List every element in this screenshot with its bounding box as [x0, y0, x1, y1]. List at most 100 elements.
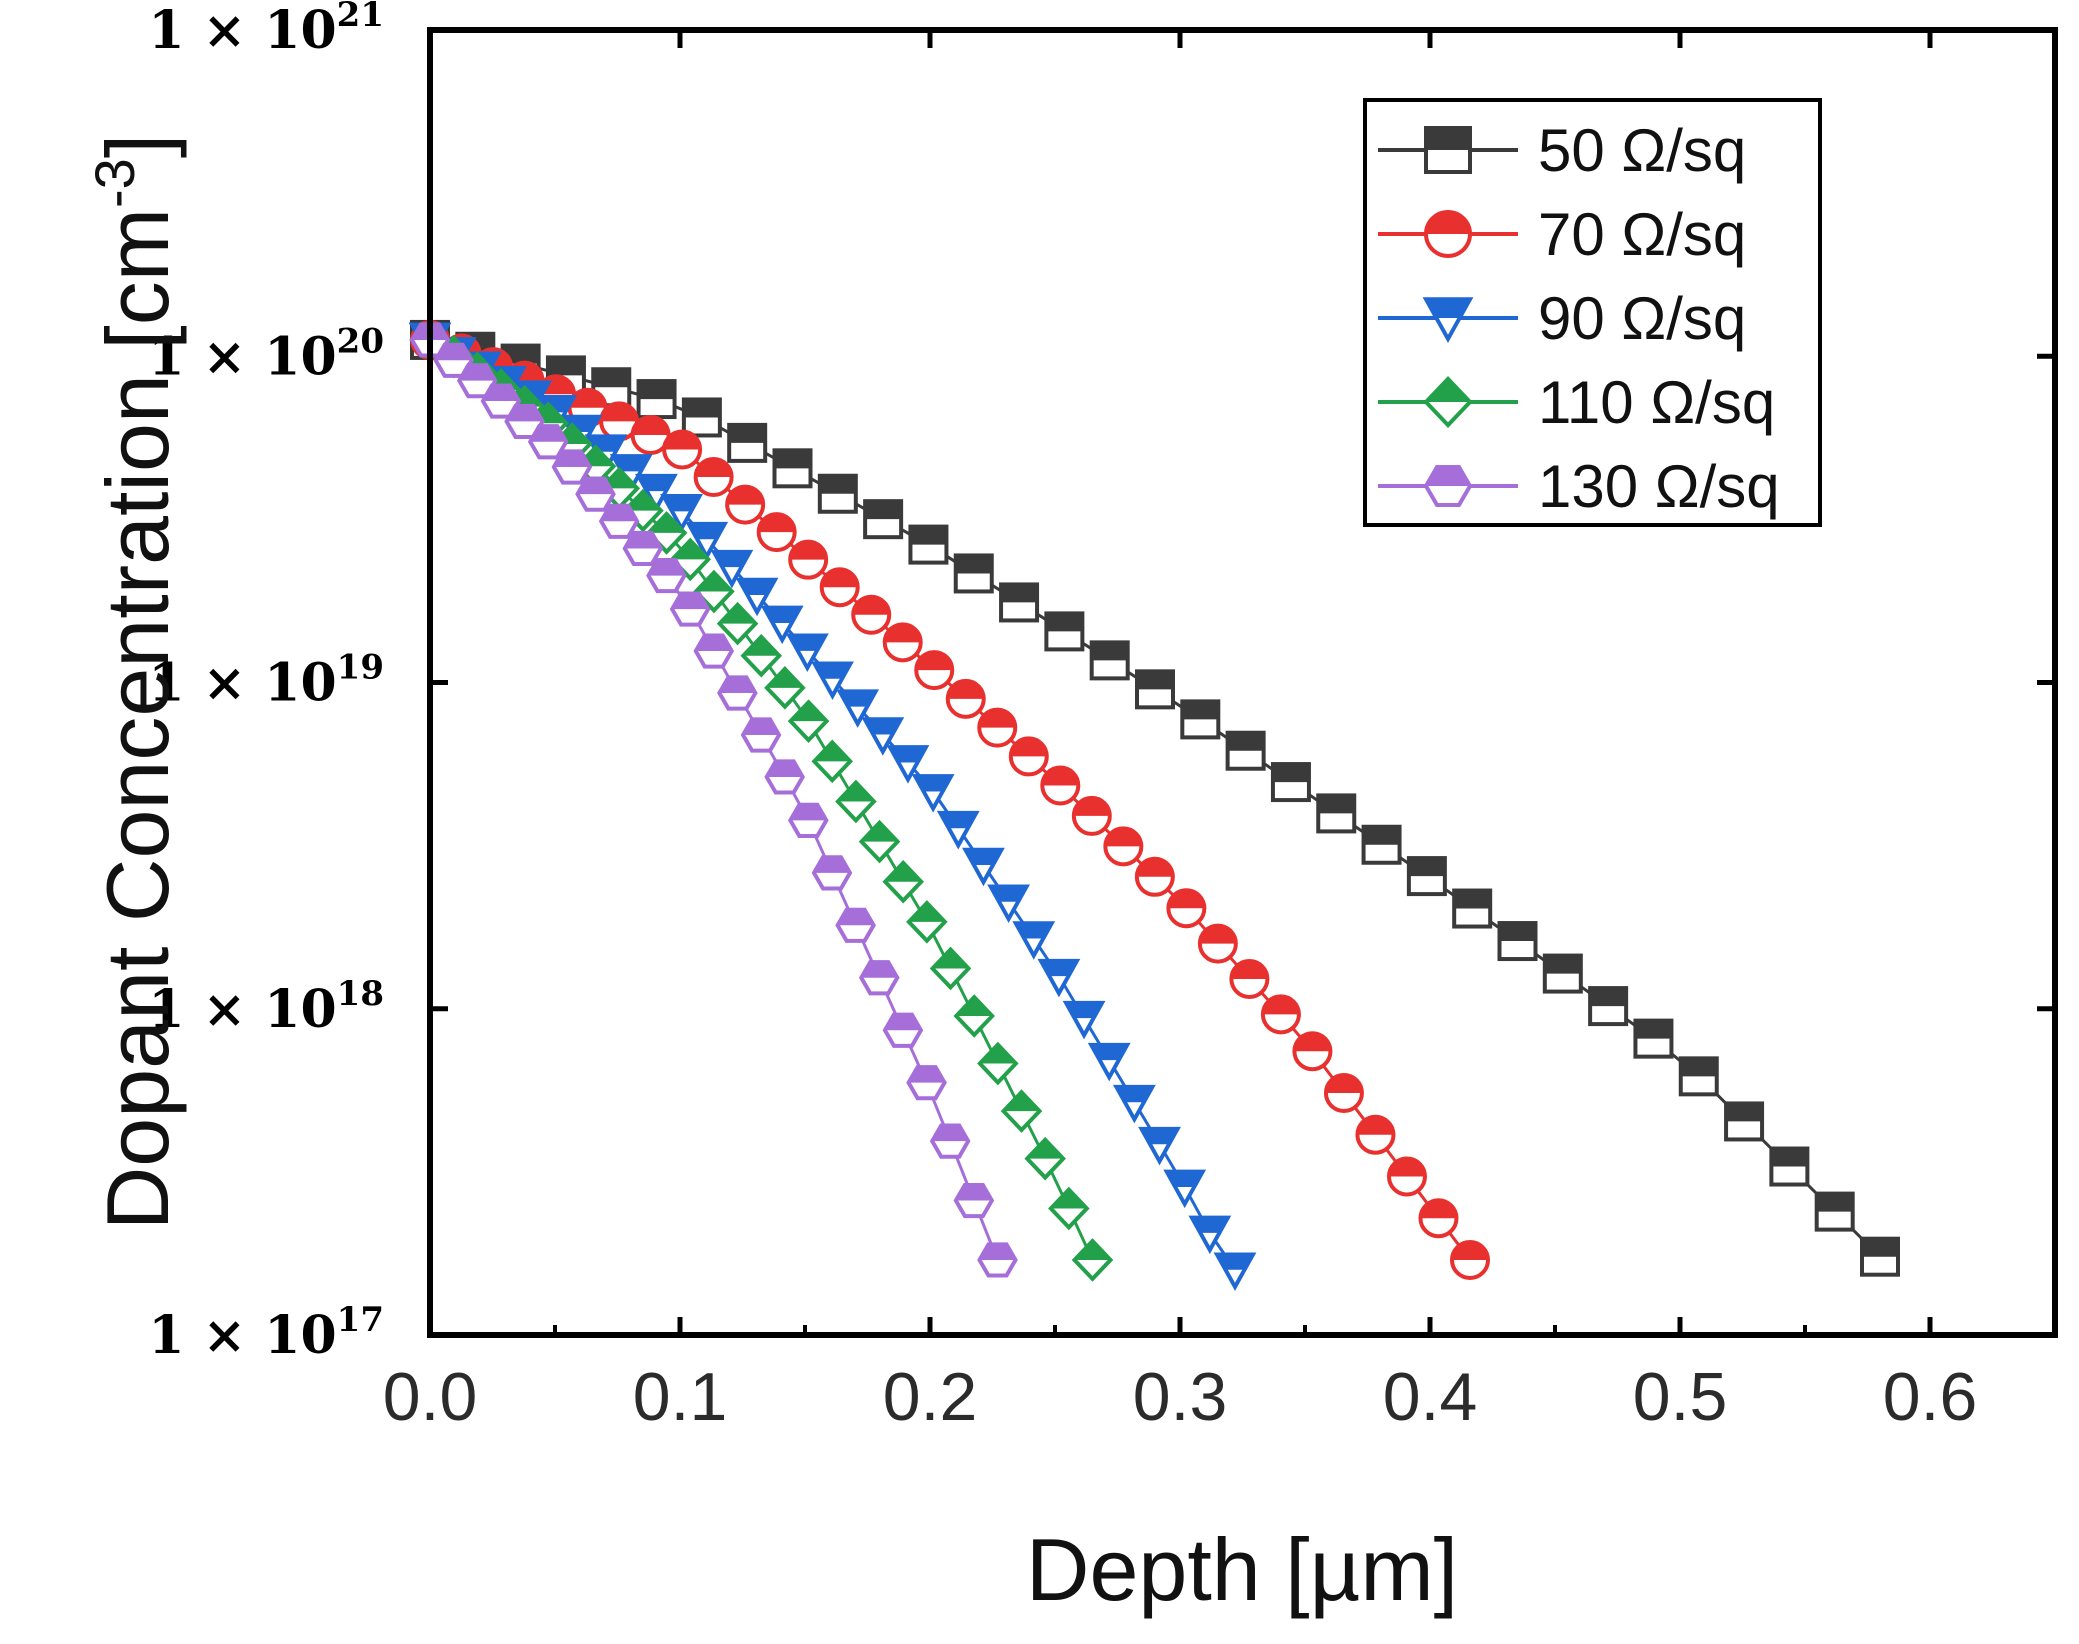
data-point [819, 567, 860, 608]
data-point [1423, 464, 1473, 508]
y-tick-base: 1 × 10 [148, 653, 336, 714]
data-point [764, 759, 805, 795]
data-point [936, 810, 980, 850]
data-point [882, 859, 924, 904]
data-point [1000, 1089, 1043, 1133]
data-point [1138, 1126, 1181, 1166]
data-point [851, 594, 892, 635]
data-point [1188, 1215, 1232, 1255]
legend-label: 70 Ω/sq [1538, 201, 1746, 268]
series-layer [408, 318, 1900, 1291]
data-point [1633, 1018, 1674, 1059]
data-point [740, 633, 783, 678]
data-point [929, 1123, 971, 1159]
data-point [1197, 923, 1238, 964]
y-axis-title-main: Dopant Concentration [cm [88, 208, 187, 1230]
y-tick-base: 1 × 10 [148, 1305, 336, 1366]
data-point [1166, 888, 1207, 929]
data-point [662, 429, 703, 470]
data-point [987, 884, 1030, 923]
data-point [811, 661, 854, 700]
data-point [1134, 856, 1175, 897]
data-point [977, 707, 1018, 748]
data-point [1012, 921, 1056, 960]
data-point [1071, 1238, 1114, 1282]
data-point [1316, 793, 1357, 834]
data-point [710, 549, 754, 589]
data-point [1769, 1146, 1810, 1187]
data-point [787, 699, 830, 743]
data-point [1103, 826, 1144, 867]
x-tick-label: 0.2 [883, 1359, 978, 1435]
data-point [953, 1182, 995, 1219]
data-point [911, 774, 955, 813]
y-tick-label: 1 × 1021 [148, 0, 384, 61]
data-point [575, 476, 616, 512]
y-axis-title-close: ] [88, 134, 187, 158]
legend-label: 90 Ω/sq [1538, 285, 1746, 352]
y-tick-label: 1 × 1017 [148, 1300, 384, 1366]
data-point [772, 448, 813, 489]
data-point [1048, 1186, 1090, 1231]
y-axis-title-superscript: -3 [83, 158, 146, 208]
data-point [908, 524, 949, 565]
legend-item: 70 Ω/sq [1378, 201, 1746, 268]
series-4 [409, 322, 1018, 1278]
data-point [1860, 1236, 1900, 1277]
data-point [1542, 953, 1583, 994]
x-tick-label: 0.4 [1383, 1359, 1478, 1435]
data-point [1044, 611, 1085, 652]
data-point [740, 717, 782, 753]
data-point [646, 558, 687, 594]
legend-item: 110 Ω/sq [1378, 369, 1775, 436]
y-tick-label: 1 × 1018 [148, 974, 384, 1040]
data-point [717, 675, 758, 711]
data-point [1037, 958, 1081, 998]
data-point [1418, 1198, 1459, 1239]
data-point [756, 512, 797, 553]
data-point [882, 1012, 924, 1048]
data-point [735, 577, 779, 617]
data-point [914, 650, 955, 691]
data-point [886, 745, 930, 784]
data-point [1260, 994, 1301, 1035]
data-point [630, 414, 671, 455]
data-point [1450, 1239, 1490, 1280]
data-point [1180, 699, 1221, 740]
y-tick-label: 1 × 1020 [148, 321, 384, 387]
data-point [622, 530, 664, 567]
data-point [1112, 1084, 1156, 1124]
y-tick-label: 1 × 1019 [148, 648, 384, 714]
data-point [1087, 1042, 1131, 1082]
data-point [693, 633, 735, 669]
data-point [1040, 765, 1081, 806]
data-point [817, 473, 858, 514]
x-tick-label: 0.1 [633, 1359, 728, 1435]
data-point [929, 946, 972, 991]
y-tick-exponent: 21 [337, 0, 384, 35]
data-point [1135, 669, 1175, 710]
data-point [1024, 1136, 1066, 1181]
data-point [1424, 126, 1472, 174]
data-point [962, 847, 1005, 887]
data-point [977, 1242, 1018, 1278]
data-point [1163, 1169, 1207, 1209]
data-point [685, 521, 729, 561]
data-point [1225, 730, 1266, 771]
x-tick-label: 0.0 [383, 1359, 478, 1435]
x-tick-label: 0.5 [1633, 1359, 1728, 1435]
data-point [906, 900, 948, 944]
data-point [681, 397, 722, 438]
y-tick-base: 1 × 10 [148, 326, 336, 387]
data-point [1361, 824, 1402, 865]
y-tick-exponent: 18 [337, 974, 384, 1014]
data-point [1323, 1072, 1364, 1113]
data-point [725, 484, 766, 525]
y-axis-title: Dopant Concentration [cm-3] [83, 134, 187, 1231]
y-tick-exponent: 19 [337, 648, 384, 688]
data-point [660, 494, 703, 533]
data-point [760, 605, 804, 645]
data-point [1588, 986, 1629, 1027]
